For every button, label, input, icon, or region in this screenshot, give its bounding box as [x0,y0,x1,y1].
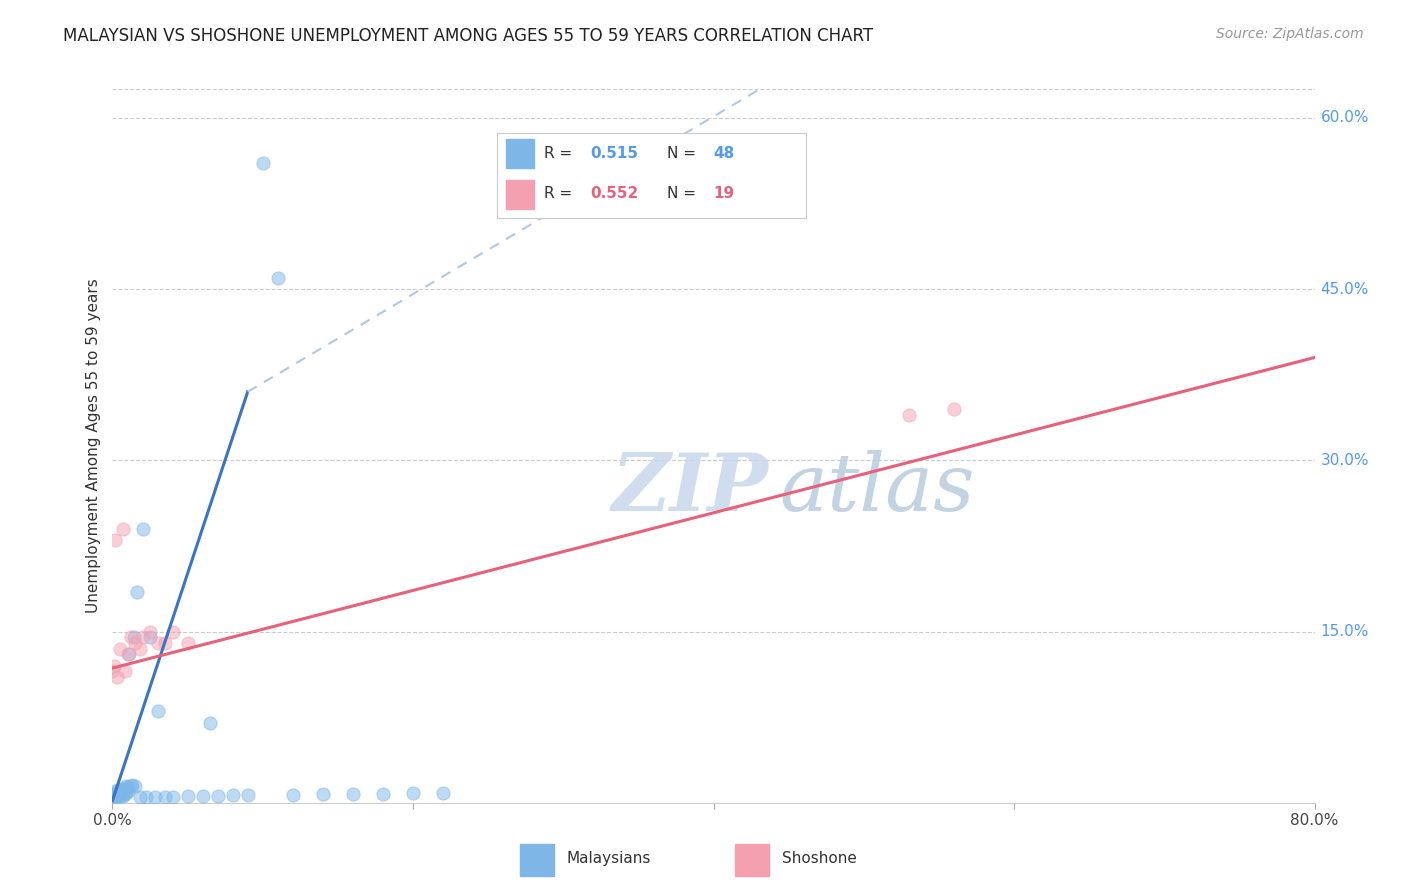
Text: MALAYSIAN VS SHOSHONE UNEMPLOYMENT AMONG AGES 55 TO 59 YEARS CORRELATION CHART: MALAYSIAN VS SHOSHONE UNEMPLOYMENT AMONG… [63,27,873,45]
Bar [506,139,534,169]
Point [117,784,139,798]
Text: Shoshone: Shoshone [782,851,856,866]
Point [111,789,134,803]
Text: R =: R = [544,186,576,202]
Point [402,785,425,799]
Point [897,408,920,422]
Y-axis label: Unemployment Among Ages 55 to 59 years: Unemployment Among Ages 55 to 59 years [86,278,101,614]
Text: 0.552: 0.552 [591,186,638,202]
Point [176,636,198,650]
Point [110,787,132,801]
Point [236,788,259,802]
Text: Source: ZipAtlas.com: Source: ZipAtlas.com [1216,27,1364,41]
Point [371,787,394,801]
Point [114,787,136,801]
Point [111,522,134,536]
Point [120,779,142,793]
Point [146,705,169,719]
Point [105,790,128,805]
Point [146,636,169,650]
Point [121,778,143,792]
Point [139,630,162,644]
Point [107,788,129,802]
Point [111,784,134,798]
Point [103,790,125,805]
Point [128,790,150,805]
Point [153,790,176,805]
Point [104,789,127,803]
Point [104,533,127,548]
Bar [735,844,769,876]
Point [281,788,304,802]
Point [124,779,146,793]
Point [222,788,245,802]
Text: atlas: atlas [780,450,974,527]
Point [104,784,127,798]
Point [108,784,131,798]
Point [114,665,136,679]
Point [107,783,129,797]
Point [124,636,146,650]
Point [108,641,131,656]
Point [103,658,125,673]
Point [115,779,138,793]
Point [942,401,965,416]
Point [101,665,124,679]
Text: 45.0%: 45.0% [1320,282,1369,296]
Point [128,641,150,656]
Point [342,787,364,801]
Text: 48: 48 [714,145,735,161]
Point [131,630,153,644]
Text: R =: R = [544,145,576,161]
Point [432,785,454,799]
Point [267,270,290,285]
Point [120,630,142,644]
Point [115,785,138,799]
Text: 15.0%: 15.0% [1320,624,1369,639]
Text: 19: 19 [714,186,735,202]
Point [117,648,139,662]
Text: 60.0%: 60.0% [1320,111,1369,125]
Point [135,790,157,805]
Point [252,156,274,170]
Text: 30.0%: 30.0% [1320,453,1369,467]
Point [105,670,128,684]
Text: ZIP: ZIP [612,450,768,527]
Point [143,790,166,805]
Point [162,790,184,805]
Text: N =: N = [668,145,702,161]
Point [176,789,198,803]
Point [198,715,221,730]
Point [139,624,162,639]
Point [108,789,131,803]
Text: Malaysians: Malaysians [567,851,651,866]
Point [118,648,141,662]
Text: 0.515: 0.515 [591,145,638,161]
Text: N =: N = [668,186,702,202]
Point [153,636,176,650]
Point [105,785,128,799]
Bar [506,179,534,210]
Point [122,630,145,644]
Point [312,787,335,801]
Point [117,780,139,794]
Point [103,787,125,801]
Point [162,624,184,639]
Point [114,780,136,795]
Point [125,584,148,599]
Bar [520,844,554,876]
Point [110,782,132,797]
Point [207,789,229,803]
Point [191,789,214,803]
Point [131,522,153,536]
